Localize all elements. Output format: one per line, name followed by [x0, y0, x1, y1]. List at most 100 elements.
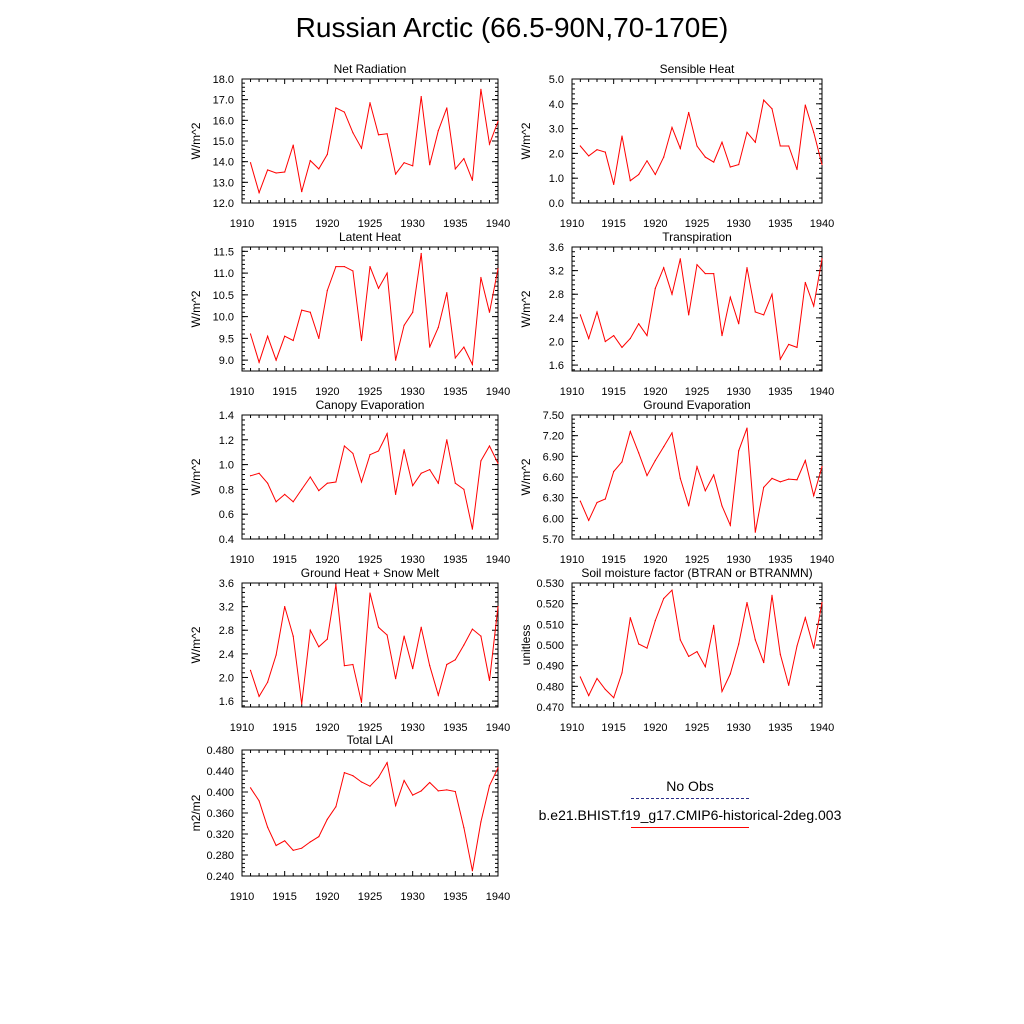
data-point [738, 643, 740, 645]
data-point [679, 477, 681, 479]
data-point [267, 482, 269, 484]
x-tick-label: 1935 [768, 722, 792, 734]
data-point [301, 488, 303, 490]
data-point [729, 296, 731, 298]
x-tick-label: 1930 [726, 386, 750, 398]
panel-2: Sensible Heat W/m^2 1910 1915 1920 1925 1930 19… [519, 62, 834, 230]
data-point [796, 479, 798, 481]
y-tick-label: 0.4 [219, 534, 234, 546]
y-tick-label: 3.2 [549, 266, 564, 278]
legend-model-line [631, 827, 749, 828]
data-point [403, 779, 405, 782]
y-tick-label: 0.500 [536, 640, 564, 652]
data-point [588, 337, 590, 340]
data-point [249, 787, 252, 789]
y-axis-label: W/m^2 [519, 458, 533, 495]
y-tick-label: 2.4 [549, 313, 564, 325]
data-point [377, 450, 380, 452]
data-point [395, 678, 397, 680]
x-tick-label: 1915 [272, 722, 296, 734]
x-tick-label: 1915 [601, 386, 625, 398]
data-point [654, 459, 656, 462]
x-tick-label: 1940 [810, 554, 834, 566]
data-point [301, 309, 303, 311]
data-point [318, 337, 320, 339]
data-point [403, 635, 405, 637]
y-tick-label: 10.5 [213, 290, 234, 302]
x-tick-label: 1935 [443, 554, 467, 566]
data-point [292, 849, 294, 851]
data-point [646, 475, 648, 477]
data-point [343, 445, 345, 447]
series-line [250, 761, 499, 871]
y-tick-label: 1.6 [549, 360, 564, 372]
data-point [729, 166, 731, 168]
y-tick-label: 0.530 [536, 578, 564, 590]
y-tick-label: 1.2 [219, 435, 234, 447]
data-point [343, 771, 345, 774]
data-point [437, 694, 439, 696]
data-point [604, 498, 606, 500]
data-point [629, 617, 631, 619]
x-tick-label: 1930 [726, 554, 750, 566]
data-point [335, 107, 337, 109]
data-point [621, 461, 623, 463]
x-tick-label: 1940 [810, 722, 834, 734]
data-point [480, 460, 482, 462]
data-point [386, 133, 388, 135]
data-point [721, 334, 723, 337]
x-tick-label: 1925 [685, 554, 709, 566]
y-tick-label: 0.490 [536, 661, 564, 673]
data-point [463, 488, 465, 490]
y-axis-label: W/m^2 [519, 290, 533, 327]
y-tick-label: 0.470 [536, 702, 564, 714]
data-point [779, 653, 781, 655]
data-point [588, 519, 590, 522]
data-point [454, 168, 456, 170]
x-tick-label: 1940 [486, 554, 510, 566]
data-point [713, 272, 715, 275]
data-point [779, 145, 781, 147]
series-line [579, 258, 823, 361]
x-tick-label: 1935 [443, 891, 467, 903]
data-point [326, 638, 328, 640]
data-point [688, 505, 690, 507]
data-point [713, 624, 715, 626]
y-tick-label: 2.4 [219, 649, 234, 661]
data-point [638, 173, 640, 176]
data-point [412, 311, 414, 313]
panel-title: Latent Heat [339, 230, 402, 244]
data-point [446, 292, 448, 294]
data-point [788, 343, 790, 346]
data-point [258, 472, 260, 474]
data-point [258, 695, 260, 697]
data-point [771, 594, 773, 597]
data-point [471, 528, 473, 530]
x-tick-label: 1930 [400, 218, 424, 230]
data-point [275, 654, 277, 656]
data-point [292, 144, 294, 146]
y-tick-label: 16.0 [213, 115, 234, 127]
panel-title: Canopy Evaporation [316, 398, 425, 412]
x-tick-label: 1930 [400, 554, 424, 566]
data-point [454, 790, 456, 793]
panel-9: Total LAI m2/m2 1910 1915 1920 1925 1930 1935 19… [189, 733, 510, 903]
x-tick-label: 1915 [272, 218, 296, 230]
x-tick-label: 1940 [486, 386, 510, 398]
data-point [721, 690, 723, 693]
x-tick-label: 1910 [230, 218, 254, 230]
data-point [429, 665, 431, 667]
x-tick-label: 1920 [643, 386, 667, 398]
y-tick-label: 2.8 [549, 289, 564, 301]
y-tick-label: 0.0 [549, 198, 564, 210]
figure-title: Russian Arctic (66.5-90N,70-170E) [295, 12, 729, 43]
data-point [579, 145, 581, 147]
data-point [788, 478, 790, 480]
y-tick-label: 7.50 [543, 410, 564, 422]
data-point [471, 363, 473, 366]
data-point [738, 450, 740, 452]
x-tick-label: 1925 [685, 218, 709, 230]
data-point [292, 501, 294, 503]
data-point [335, 584, 337, 586]
panel-title: Ground Heat + Snow Melt [301, 566, 440, 580]
